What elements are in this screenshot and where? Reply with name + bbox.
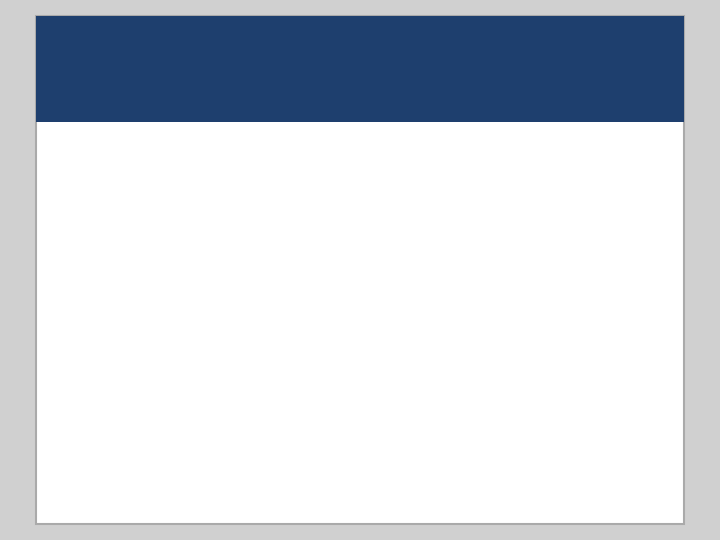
Text: FAIR-FS purposes: FAIR-FS purposes <box>104 255 307 279</box>
Text: Different types of assessments are
required to meet different purposes: Different types of assessments are requi… <box>104 152 528 210</box>
Text: 🔊: 🔊 <box>72 45 94 79</box>
Text: FAIR-FS is an efficient assessment: FAIR-FS is an efficient assessment <box>104 434 506 457</box>
Text: 11: 11 <box>348 501 372 519</box>
Text: Section Summary: Section Summary <box>196 45 553 79</box>
Text: FAIR-FS is reliable and valid for use as
a screening tool: FAIR-FS is reliable and valid for use as… <box>104 341 552 399</box>
